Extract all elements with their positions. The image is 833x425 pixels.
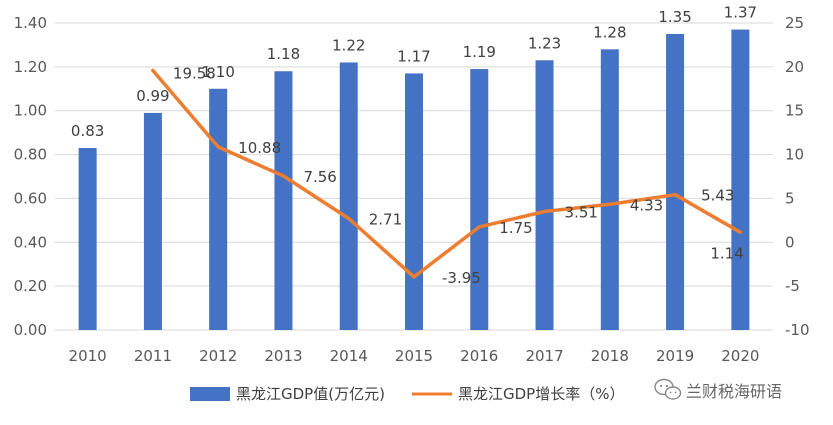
- line-data-label: -3.95: [442, 269, 481, 287]
- line-data-label: 1.75: [499, 219, 532, 237]
- right-tick-label: -5: [785, 277, 800, 295]
- left-axis: 0.00 0.20 0.40 0.60 0.80 1.00 1.20 1.40: [14, 14, 47, 339]
- line-point: [412, 275, 416, 279]
- left-tick-label: 1.40: [14, 14, 47, 32]
- bar: [731, 29, 750, 330]
- right-tick-label: 20: [785, 58, 804, 76]
- wechat-icon: [654, 378, 682, 400]
- bar-data-label: 1.23: [528, 34, 561, 52]
- line-data-label: 2.71: [369, 211, 402, 229]
- left-tick-label: 0.20: [14, 277, 47, 295]
- line-series: [151, 68, 743, 279]
- bar: [209, 88, 228, 331]
- right-tick-label: 15: [785, 102, 804, 120]
- line-point: [151, 69, 155, 73]
- growth-line: [151, 68, 743, 279]
- bar: [600, 49, 619, 331]
- bar-data-label: 1.22: [332, 36, 365, 54]
- bar: [535, 60, 554, 331]
- x-tick-label: 2020: [721, 347, 759, 365]
- line-data-label: 4.33: [630, 196, 663, 214]
- left-tick-label: 0.40: [14, 233, 47, 251]
- x-tick-label: 2019: [656, 347, 694, 365]
- x-tick-label: 2013: [264, 347, 302, 365]
- line-point: [673, 193, 677, 197]
- bar: [666, 33, 685, 330]
- line-data-labels: 19.58 10.88 7.56 2.71 -3.95 1.75 3.51 4.33 5.43 1…: [173, 65, 744, 287]
- left-tick-label: 0.00: [14, 321, 47, 339]
- line-data-label: 5.43: [701, 187, 734, 205]
- bar-data-label: 1.35: [658, 8, 691, 26]
- bar: [78, 147, 97, 330]
- left-tick-label: 0.80: [14, 146, 47, 164]
- left-tick-label: 1.20: [14, 58, 47, 76]
- line-data-label: 10.88: [238, 139, 281, 157]
- x-tick-label: 2018: [591, 347, 629, 365]
- bar-data-label: 1.19: [463, 43, 496, 61]
- bar: [405, 73, 423, 330]
- bar-data-label: 1.17: [397, 47, 430, 65]
- right-tick-label: 25: [785, 14, 804, 32]
- bar: [274, 71, 293, 330]
- watermark-text: 兰财税海研语: [686, 382, 782, 401]
- bar-data-label: 1.28: [593, 23, 626, 41]
- bar-series: [78, 29, 750, 331]
- bar: [470, 69, 489, 331]
- legend-line-label: 黑龙江GDP增长率（%）: [458, 385, 624, 403]
- left-tick-label: 0.60: [14, 189, 47, 207]
- line-data-label: 3.51: [565, 203, 598, 221]
- line-point: [543, 209, 547, 213]
- line-point: [738, 230, 742, 234]
- line-data-label: 7.56: [303, 168, 336, 186]
- bar-data-label: 1.10: [201, 63, 234, 81]
- left-tick-label: 1.00: [14, 102, 47, 120]
- x-tick-label: 2015: [395, 347, 433, 365]
- right-axis: -10 -5 0 5 10 15 20 25: [785, 14, 810, 339]
- x-tick-label: 2016: [460, 347, 498, 365]
- bar: [143, 112, 162, 331]
- line-point: [281, 174, 285, 178]
- bar-data-labels: 0.83 0.99 1.10 1.18 1.22 1.17 1.19 1.23 1.28 1.35…: [71, 4, 757, 140]
- legend-bar-swatch: [190, 387, 230, 401]
- x-tick-label: 2014: [330, 347, 368, 365]
- right-tick-label: 10: [785, 146, 804, 164]
- x-axis: 2010 2011 2012 2013 2014 2015 2016 2017 2018 2019…: [69, 347, 760, 365]
- x-tick-label: 2011: [134, 347, 172, 365]
- bar-data-label: 0.83: [71, 122, 104, 140]
- bar-data-label: 1.37: [724, 4, 757, 22]
- bar-data-label: 0.99: [136, 87, 169, 105]
- line-point: [216, 145, 220, 149]
- line-data-label: 1.14: [710, 244, 743, 262]
- right-tick-label: 0: [785, 233, 795, 251]
- x-tick-label: 2010: [69, 347, 107, 365]
- line-point: [347, 217, 351, 221]
- line-data-label: 19.58: [173, 65, 216, 83]
- line-point: [608, 202, 612, 206]
- watermark: 兰财税海研语: [654, 378, 782, 401]
- line-point: [477, 225, 481, 229]
- x-tick-label: 2017: [525, 347, 563, 365]
- bar: [339, 62, 358, 330]
- legend-bar-label: 黑龙江GDP值(万亿元): [236, 385, 385, 403]
- right-tick-label: -10: [785, 321, 810, 339]
- bar-data-label: 1.18: [267, 45, 300, 63]
- x-tick-label: 2012: [199, 347, 237, 365]
- right-tick-label: 5: [785, 189, 795, 207]
- legend: 黑龙江GDP值(万亿元) 黑龙江GDP增长率（%）: [190, 385, 624, 403]
